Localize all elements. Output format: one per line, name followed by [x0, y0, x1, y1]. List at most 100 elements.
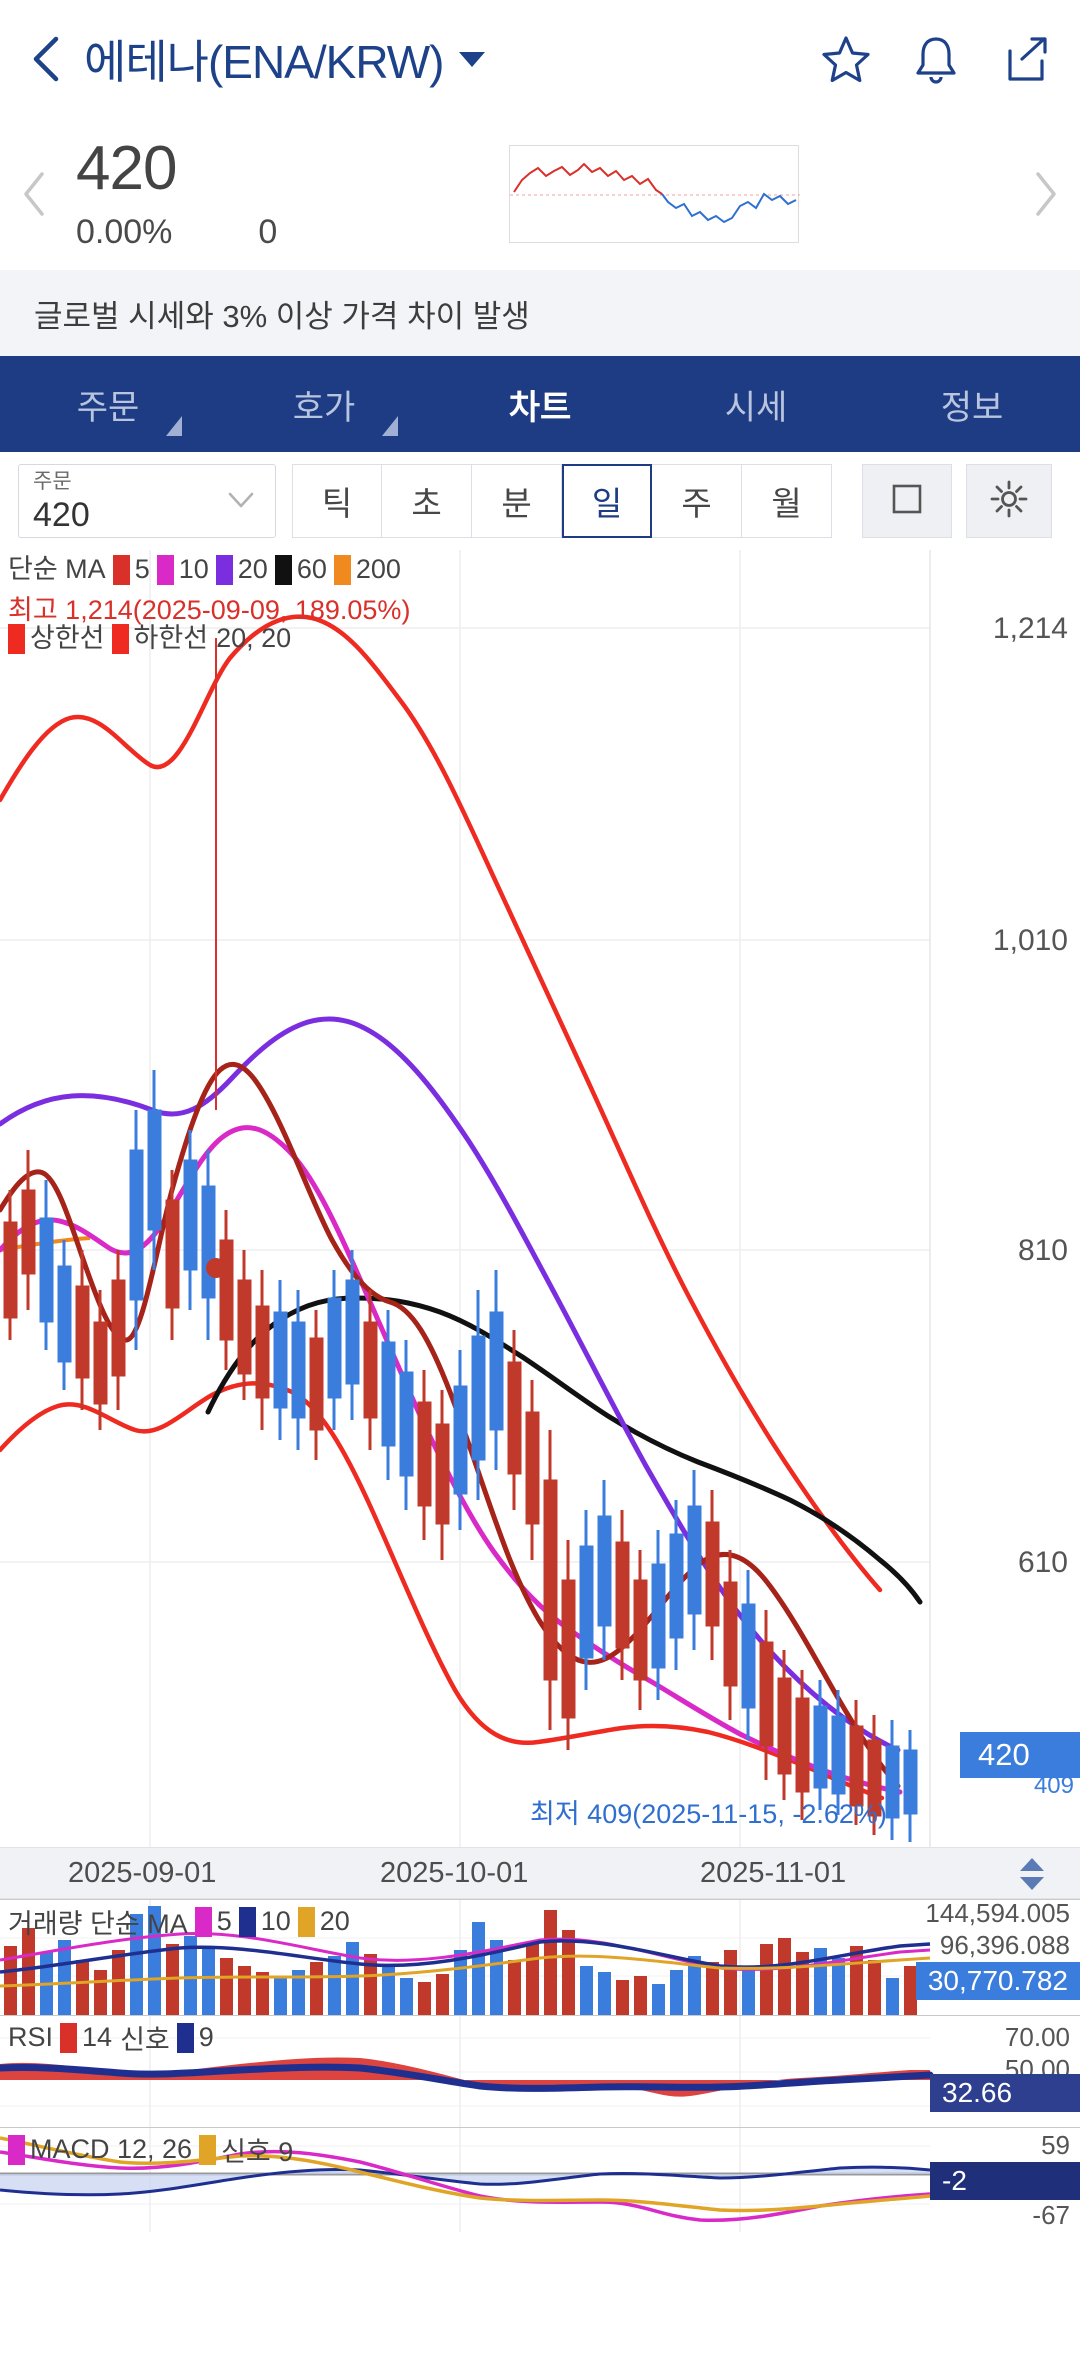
prev-market-icon[interactable]: [20, 168, 50, 220]
timeframe-week[interactable]: 주: [652, 464, 742, 538]
y-tick-610: 610: [1017, 1546, 1068, 1579]
timeframe-day[interactable]: 일: [562, 464, 652, 538]
macd-value-low: -67: [1032, 2200, 1070, 2230]
vol-ma20-swatch-icon: [297, 1906, 315, 1937]
chart-settings-button[interactable]: [966, 464, 1052, 538]
back-icon[interactable]: [26, 31, 70, 87]
date-axis: 2025-09-01 2025-10-01 2025-11-01: [0, 1847, 1080, 1899]
star-icon[interactable]: [818, 31, 874, 87]
square-icon: [887, 479, 927, 524]
tab-quotes-label: 시세: [724, 388, 788, 427]
price-chart-canvas: [0, 550, 931, 1847]
timeframe-group: 틱 초 분 일 주 월: [292, 464, 832, 538]
low-annotation: 최저 409(2025-11-15, -2.62%): [530, 1799, 887, 1829]
share-icon[interactable]: [998, 31, 1054, 87]
page-title: 에테나(ENA/KRW): [84, 36, 444, 88]
volume-chart-canvas: [0, 1900, 931, 2016]
caret-down-icon[interactable]: [459, 51, 486, 67]
macd-legend-title: MACD 12, 26: [30, 2134, 193, 2164]
tab-order[interactable]: 주문: [0, 356, 216, 452]
macd-signal-label: 신호 9: [221, 2137, 294, 2167]
rsi-legend: RSI 14 신호 9: [8, 2018, 214, 2057]
date-tick-1: 2025-09-01: [68, 1857, 217, 1889]
fullscreen-button[interactable]: [862, 464, 952, 538]
tab-chart-label: 차트: [508, 388, 572, 427]
macd-signal-swatch-icon: [199, 2134, 217, 2165]
rsi-legend-title: RSI: [8, 2022, 54, 2052]
rsi-signal-period: 9: [198, 2022, 214, 2052]
volume-current-badge: 30,770.782: [915, 1962, 1080, 2000]
rsi-value-70: 70.00: [1004, 2022, 1070, 2052]
volume-legend: 거래량 단순 MA 5 10 20: [8, 1902, 350, 1941]
timeframe-month[interactable]: 월: [742, 464, 832, 538]
macd-legend: MACD 12, 26 신호 9: [8, 2130, 293, 2169]
vol-ma10-period: 10: [260, 1906, 291, 1936]
tab-chart[interactable]: 차트: [432, 356, 648, 452]
volume-panel[interactable]: 거래량 단순 MA 5 10 20 144,594.005 96,396.088…: [0, 1898, 1080, 2016]
order-price-select[interactable]: 주문 420: [18, 464, 276, 538]
current-low-label: 409: [1033, 1772, 1074, 1799]
timeframe-tick[interactable]: 틱: [292, 464, 382, 538]
timeframe-minute[interactable]: 분: [472, 464, 562, 538]
y-tick-1010: 1,010: [992, 924, 1068, 957]
change-percent: 0.00%: [76, 213, 173, 252]
date-tick-2: 2025-10-01: [380, 1857, 529, 1889]
rsi-swatch-icon: [60, 2022, 78, 2053]
order-select-label: 주문: [33, 469, 72, 493]
volume-value-mid: 96,396.088: [939, 1930, 1070, 1960]
macd-current-badge: -2: [930, 2162, 1080, 2200]
tab-order-marker-icon: [166, 416, 182, 436]
price-change-row: 0.00% 0: [76, 213, 277, 252]
rsi-signal-swatch-icon: [176, 2022, 194, 2053]
main-price-chart[interactable]: 단순 MA 5 10 20 60 200 최고 1,214(2025-09-09…: [0, 550, 1080, 1847]
macd-value-high: 59: [1041, 2130, 1070, 2160]
global-price-diff-banner: 글로벌 시세와 3% 이상 가격 차이 발생: [0, 270, 1080, 356]
price-values: 420 0.00% 0: [76, 136, 277, 252]
macd-panel[interactable]: MACD 12, 26 신호 9 59 -2 -67: [0, 2127, 1080, 2232]
vol-ma5-swatch-icon: [194, 1906, 212, 1937]
tab-info[interactable]: 정보: [864, 356, 1080, 452]
rsi-signal-label: 신호: [120, 2025, 170, 2055]
tab-order-label: 주문: [76, 388, 140, 427]
tab-quotes[interactable]: 시세: [648, 356, 864, 452]
order-select-value: 420: [33, 495, 90, 534]
tab-orderbook[interactable]: 호가: [216, 356, 432, 452]
volume-legend-title: 거래량 단순 MA: [8, 1909, 188, 1939]
rsi-period: 14: [82, 2022, 113, 2052]
app-header: 에테나(ENA/KRW): [0, 0, 1080, 118]
y-tick-1214: 1,214: [992, 612, 1068, 645]
tab-orderbook-label: 호가: [292, 388, 356, 427]
main-tabs: 주문 호가 차트 시세 정보: [0, 356, 1080, 452]
banner-text: 글로벌 시세와 3% 이상 가격 차이 발생: [34, 298, 530, 334]
date-tick-3: 2025-11-01: [700, 1857, 847, 1889]
bell-icon[interactable]: [908, 31, 964, 87]
chart-toolbar: 주문 420 틱 초 분 일 주 월: [0, 452, 1080, 550]
volume-value-max: 144,594.005: [925, 1898, 1070, 1928]
current-price-badge: 420: [960, 1732, 1080, 1778]
macd-chart-canvas: [0, 2128, 931, 2232]
timeframe-second[interactable]: 초: [382, 464, 472, 538]
candlesticks: [3, 1070, 918, 1842]
macd-swatch-icon: [8, 2134, 25, 2165]
rsi-current-badge: 32.66: [930, 2074, 1080, 2112]
vol-ma10-swatch-icon: [238, 1906, 256, 1937]
y-tick-810: 810: [1017, 1234, 1068, 1267]
tab-info-label: 정보: [940, 388, 1004, 427]
vol-ma20-period: 20: [319, 1906, 350, 1936]
order-select-text: 주문 420: [33, 471, 90, 532]
price-summary-bar: 420 0.00% 0: [0, 118, 1080, 270]
resize-vertical-icon[interactable]: [1010, 1854, 1054, 1894]
last-price: 420: [76, 133, 177, 203]
rsi-chart-canvas: [0, 2016, 934, 2128]
rsi-panel[interactable]: RSI 14 신호 9 70.00 50.00 32.66: [0, 2015, 1080, 2128]
vol-ma5-period: 5: [216, 1906, 232, 1936]
gear-icon: [987, 477, 1031, 526]
sparkline-wrap: [277, 145, 1030, 243]
tab-orderbook-marker-icon: [382, 416, 398, 436]
toolbar-right: [862, 464, 1062, 538]
change-amount: 0: [258, 213, 278, 252]
mini-price-sparkline[interactable]: [508, 145, 800, 243]
next-market-icon[interactable]: [1030, 168, 1060, 220]
chevron-down-icon: [227, 491, 255, 509]
